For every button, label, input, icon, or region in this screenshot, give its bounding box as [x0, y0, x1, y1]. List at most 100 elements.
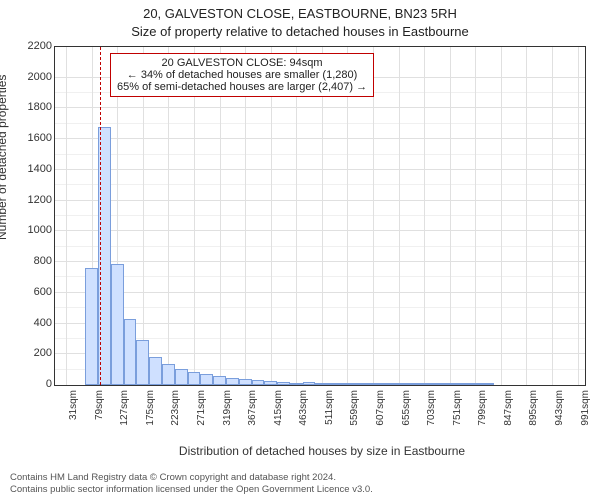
x-tick-label: 223sqm — [170, 390, 181, 440]
x-tick-label: 463sqm — [298, 390, 309, 440]
y-tick-label: 1000 — [28, 224, 52, 236]
x-tick-label: 127sqm — [119, 390, 130, 440]
footer-line2: Contains public sector information licen… — [10, 484, 590, 496]
x-tick-label: 175sqm — [145, 390, 156, 440]
gridline-v — [399, 47, 400, 385]
histogram-bar — [456, 383, 469, 385]
annotation-line3: 65% of semi-detached houses are larger (… — [117, 81, 367, 93]
gridline-h-minor — [55, 246, 585, 247]
gridline-v — [450, 47, 451, 385]
gridline-h-minor — [55, 276, 585, 277]
gridline-h-minor — [55, 307, 585, 308]
gridline-h — [55, 230, 585, 231]
gridline-v — [526, 47, 527, 385]
page-title-line1: 20, GALVESTON CLOSE, EASTBOURNE, BN23 5R… — [0, 6, 600, 21]
histogram-bar — [188, 372, 201, 385]
annotation-line1: 20 GALVESTON CLOSE: 94sqm — [117, 57, 367, 69]
y-tick-label: 800 — [34, 255, 52, 267]
histogram-bar — [290, 383, 303, 385]
histogram-bar — [149, 357, 162, 385]
gridline-v — [220, 47, 221, 385]
x-tick-label: 367sqm — [247, 390, 258, 440]
y-tick-label: 200 — [34, 347, 52, 359]
gridline-v — [143, 47, 144, 385]
histogram-bar — [200, 374, 213, 385]
subject-marker-line — [100, 47, 101, 385]
gridline-v — [168, 47, 169, 385]
gridline-h — [55, 261, 585, 262]
histogram-bar — [239, 379, 252, 385]
x-tick-label: 751sqm — [452, 390, 463, 440]
gridline-h-minor — [55, 215, 585, 216]
histogram-bar — [315, 383, 328, 385]
histogram-bar — [124, 319, 137, 385]
x-tick-label: 991sqm — [580, 390, 591, 440]
x-tick-label: 847sqm — [503, 390, 514, 440]
y-tick-label: 1200 — [28, 194, 52, 206]
x-tick-label: 559sqm — [349, 390, 360, 440]
x-tick-label: 607sqm — [375, 390, 386, 440]
histogram-bar — [303, 382, 316, 385]
y-tick-label: 1800 — [28, 101, 52, 113]
annotation-line2: ← 34% of detached houses are smaller (1,… — [117, 69, 367, 81]
histogram-bar — [469, 383, 482, 385]
x-tick-label: 415sqm — [273, 390, 284, 440]
histogram-bar — [162, 364, 175, 386]
y-tick-label: 600 — [34, 286, 52, 298]
x-tick-label: 319sqm — [222, 390, 233, 440]
histogram-bar — [175, 369, 188, 385]
y-tick-label: 2000 — [28, 71, 52, 83]
gridline-v — [271, 47, 272, 385]
y-tick-label: 0 — [46, 378, 52, 390]
gridline-h-minor — [55, 184, 585, 185]
x-tick-label: 511sqm — [324, 390, 335, 440]
y-tick-label: 400 — [34, 317, 52, 329]
gridline-v — [322, 47, 323, 385]
y-tick-label: 1600 — [28, 132, 52, 144]
chart-container: 20, GALVESTON CLOSE, EASTBOURNE, BN23 5R… — [0, 0, 600, 500]
histogram-bar — [136, 340, 149, 385]
y-axis-label: Number of detached properties — [0, 75, 9, 240]
x-tick-label: 703sqm — [426, 390, 437, 440]
gridline-h-minor — [55, 154, 585, 155]
gridline-h — [55, 200, 585, 201]
histogram-bar — [418, 383, 431, 385]
y-tick-label: 2200 — [28, 40, 52, 52]
histogram-bar — [85, 268, 98, 385]
histogram-bar — [341, 383, 354, 385]
histogram-bar — [392, 383, 405, 385]
y-tick-label: 1400 — [28, 163, 52, 175]
gridline-v — [501, 47, 502, 385]
gridline-v — [578, 47, 579, 385]
x-tick-label: 79sqm — [94, 390, 105, 440]
x-tick-label: 31sqm — [68, 390, 79, 440]
histogram-bar — [405, 383, 418, 385]
x-tick-label: 655sqm — [401, 390, 412, 440]
footer-line1: Contains HM Land Registry data © Crown c… — [10, 472, 590, 484]
histogram-bar — [264, 381, 277, 385]
histogram-bar — [226, 378, 239, 385]
histogram-bar — [367, 383, 380, 385]
gridline-h — [55, 138, 585, 139]
gridline-h — [55, 107, 585, 108]
gridline-v — [347, 47, 348, 385]
gridline-v — [245, 47, 246, 385]
histogram-bar — [431, 383, 444, 385]
gridline-v — [66, 47, 67, 385]
gridline-v — [475, 47, 476, 385]
histogram-bar — [379, 383, 392, 385]
gridline-v — [552, 47, 553, 385]
attribution-footer: Contains HM Land Registry data © Crown c… — [10, 472, 590, 496]
histogram-bar — [213, 376, 226, 385]
page-title-line2: Size of property relative to detached ho… — [0, 24, 600, 39]
gridline-h-minor — [55, 123, 585, 124]
x-tick-label: 799sqm — [477, 390, 488, 440]
gridline-v — [424, 47, 425, 385]
gridline-v — [296, 47, 297, 385]
gridline-v — [373, 47, 374, 385]
gridline-h — [55, 292, 585, 293]
plot-area: 20 GALVESTON CLOSE: 94sqm← 34% of detach… — [54, 46, 586, 386]
gridline-v — [194, 47, 195, 385]
histogram-bar — [354, 383, 367, 385]
x-tick-label: 271sqm — [196, 390, 207, 440]
